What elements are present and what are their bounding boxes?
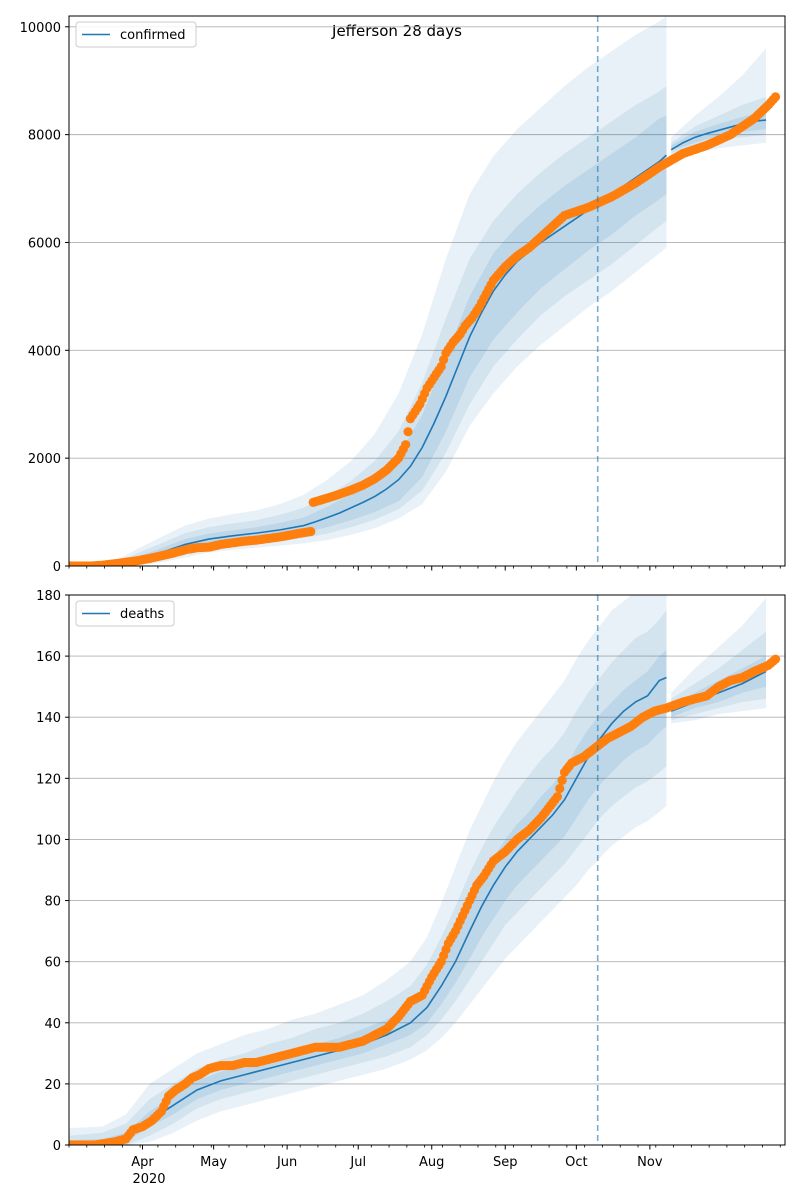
observed-point xyxy=(29,1140,38,1149)
observed-point xyxy=(403,427,413,437)
x-tick-label: Jun xyxy=(276,1155,297,1170)
plot-area xyxy=(29,16,785,570)
observed-point xyxy=(770,92,781,102)
x-tick-label: Sep xyxy=(493,1155,518,1170)
observed-point xyxy=(41,1140,50,1149)
observed-point xyxy=(770,654,781,664)
uncertainty-band-outer xyxy=(69,16,667,566)
legend: deaths xyxy=(75,600,175,627)
y-tick-label: 60 xyxy=(44,956,61,971)
observed-point xyxy=(38,561,47,570)
deaths-panel: 0 20 40 60 80 100 120 140 160 180 Apr May Jun Jul Aug S… xyxy=(29,589,786,1170)
chart-title: Jefferson 28 days xyxy=(331,22,462,40)
model-line xyxy=(69,676,667,1145)
observed-point xyxy=(36,561,45,570)
y-tick-label: 80 xyxy=(44,895,61,910)
y-tick-label: 4000 xyxy=(28,344,61,359)
uncertainty-band-outer xyxy=(671,598,767,724)
y-tick-label: 2000 xyxy=(28,452,61,467)
axes-frame xyxy=(68,594,786,1146)
observed-point xyxy=(29,561,38,570)
y-tick-label: 40 xyxy=(44,1017,61,1032)
x-tick-label: Nov xyxy=(637,1155,663,1170)
x-tick-label: Apr xyxy=(131,1155,154,1170)
y-tick-label: 6000 xyxy=(28,236,61,251)
observed-point xyxy=(31,561,40,570)
observed-point xyxy=(38,1140,47,1149)
y-tick-label: 180 xyxy=(36,589,61,604)
y-tick-label: 120 xyxy=(36,772,61,787)
observed-point xyxy=(36,1140,45,1149)
y-tick-label: 160 xyxy=(36,650,61,665)
x-tick-label: Oct xyxy=(565,1155,587,1170)
uncertainty-band-middle xyxy=(671,96,767,154)
plot-area xyxy=(29,595,785,1149)
x-tick-label: May xyxy=(200,1155,227,1170)
legend-box xyxy=(75,600,175,627)
model-line xyxy=(69,154,667,566)
axes-frame xyxy=(68,15,786,567)
observed-point xyxy=(34,1140,43,1149)
observed-point xyxy=(41,561,50,570)
legend: confirmed xyxy=(75,21,197,48)
y-tick-label: 8000 xyxy=(28,129,61,144)
y-tick-label: 10000 xyxy=(20,21,61,36)
observed-point xyxy=(552,792,562,802)
y-tick-label: 140 xyxy=(36,711,61,726)
legend-label: confirmed xyxy=(120,28,186,43)
observed-point xyxy=(555,783,565,794)
uncertainty-band-middle xyxy=(69,86,667,566)
y-tick-label: 0 xyxy=(53,1139,61,1154)
observed-point xyxy=(401,440,411,450)
observed-point xyxy=(306,526,316,537)
x-axis-year-label: 2020 xyxy=(132,1172,165,1187)
legend-label: deaths xyxy=(120,607,165,622)
observed-point xyxy=(43,561,52,570)
observed-point xyxy=(43,1140,52,1149)
y-tick-label: 20 xyxy=(44,1078,61,1093)
uncertainty-band-inner xyxy=(69,115,667,566)
legend-box xyxy=(75,21,197,48)
confirmed-panel: 0 2000 4000 6000 8000 10000 confirmed xyxy=(20,15,786,575)
y-tick-label: 0 xyxy=(53,560,61,575)
uncertainty-band-inner xyxy=(69,650,667,1145)
observed-point xyxy=(34,561,43,570)
x-tick-label: Aug xyxy=(419,1155,444,1170)
y-tick-label: 100 xyxy=(36,833,61,848)
observed-point xyxy=(557,775,567,785)
observed-point xyxy=(31,1140,40,1149)
x-tick-label: Jul xyxy=(349,1155,366,1170)
